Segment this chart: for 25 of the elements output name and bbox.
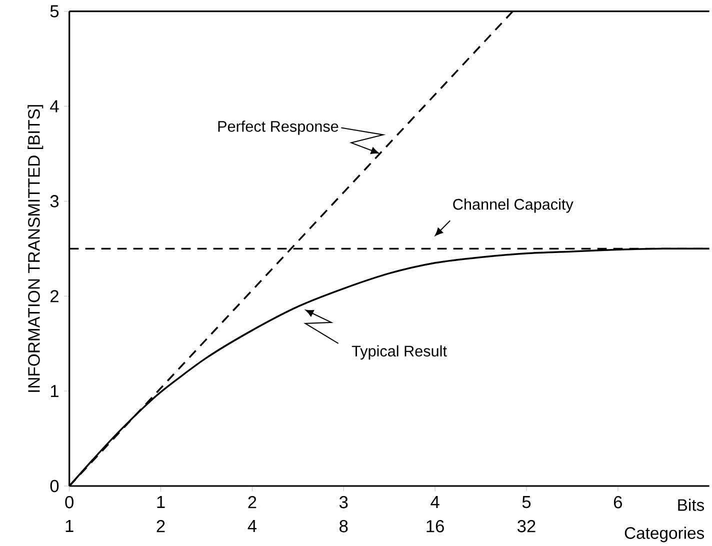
y-tick-label: 3 [50, 195, 59, 208]
x2-axis-title: Categories [624, 526, 704, 542]
annotation: Typical Result [352, 345, 447, 360]
x-tick-label: 0 [65, 496, 74, 508]
x2-tick-label: 4 [248, 520, 257, 532]
x-tick-label: 3 [339, 496, 348, 508]
x-axis-title: Bits [678, 498, 704, 511]
x-tick-label: 2 [248, 496, 256, 508]
y-tick-label: 2 [50, 290, 58, 302]
x2-tick-label: 16 [426, 520, 444, 532]
x-tick-label: 6 [614, 496, 622, 508]
ref-line-label: Channel Capacity [453, 198, 574, 213]
x-tick-label: 4 [430, 496, 440, 508]
y-tick-label: 5 [50, 5, 59, 18]
y-axis-title: INFORMATION TRANSMITTED [BITS] [28, 105, 44, 392]
y-tick-label: 4 [50, 100, 59, 112]
x2-tick-label: 32 [518, 520, 536, 532]
annotation: Perfect Response [218, 120, 338, 135]
x-tick-label: 5 [522, 496, 531, 508]
x2-tick-label: 1 [66, 520, 74, 532]
x2-tick-label: 2 [156, 520, 165, 532]
y-tick-label: 1 [50, 385, 58, 398]
y-tick-label: 0 [50, 480, 59, 492]
x2-tick-label: 8 [340, 520, 348, 532]
x-tick-label: 1 [157, 496, 165, 508]
